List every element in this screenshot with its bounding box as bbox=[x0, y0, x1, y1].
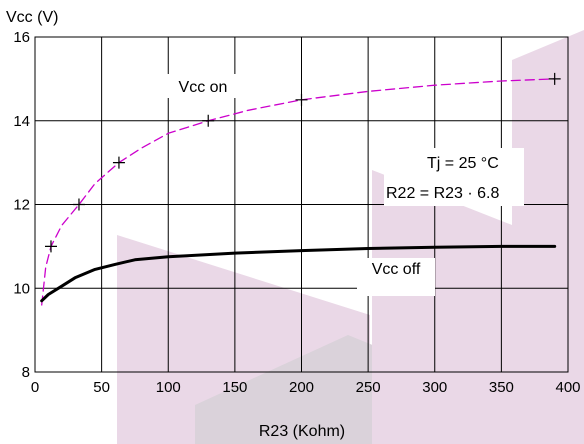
plot-frame bbox=[34, 36, 569, 373]
x-tick-label: 300 bbox=[422, 379, 447, 396]
x-tick-label: 0 bbox=[31, 379, 39, 396]
x-tick-label: 200 bbox=[289, 379, 314, 396]
x-tick-labels: 0 50 100 150 200 250 300 350 400 bbox=[31, 379, 581, 396]
x-tick-label: 350 bbox=[489, 379, 514, 396]
y-tick-label: 16 bbox=[13, 29, 30, 46]
x-tick-label: 50 bbox=[93, 379, 110, 396]
data-marker bbox=[72, 198, 85, 211]
x-tick-label: 100 bbox=[156, 379, 181, 396]
y-tick-label: 8 bbox=[22, 364, 30, 381]
label-bg-vcc-on bbox=[160, 74, 242, 98]
markers bbox=[44, 72, 561, 253]
annotation-formula: R22 = R23 · 6.8 bbox=[386, 185, 500, 202]
series-label-vcc-on: Vcc on bbox=[179, 79, 228, 96]
data-marker bbox=[44, 240, 57, 253]
watermark bbox=[117, 30, 584, 444]
series-label-vcc-off: Vcc off bbox=[372, 261, 421, 278]
series bbox=[40, 78, 557, 306]
x-axis-label: R23 (Kohm) bbox=[259, 423, 345, 440]
x-tick-label: 250 bbox=[356, 379, 381, 396]
series-line-vcc-off bbox=[40, 244, 557, 303]
y-tick-label: 10 bbox=[13, 280, 30, 297]
y-tick-label: 12 bbox=[13, 197, 30, 214]
label-bg-vcc-off bbox=[357, 258, 435, 296]
x-tick-label: 400 bbox=[555, 379, 580, 396]
label-bg-annotations bbox=[384, 148, 524, 206]
x-tick-label: 150 bbox=[222, 379, 247, 396]
annotation-tj: Tj = 25 °C bbox=[427, 155, 499, 172]
data-marker bbox=[202, 114, 215, 127]
data-marker bbox=[112, 156, 125, 169]
y-tick-labels: 8 10 12 14 16 bbox=[13, 29, 30, 381]
y-tick-label: 14 bbox=[13, 113, 30, 130]
y-axis-label: Vcc (V) bbox=[6, 9, 58, 26]
series-line-vcc-on bbox=[41, 78, 556, 306]
data-marker bbox=[548, 72, 561, 85]
data-marker bbox=[295, 93, 308, 106]
